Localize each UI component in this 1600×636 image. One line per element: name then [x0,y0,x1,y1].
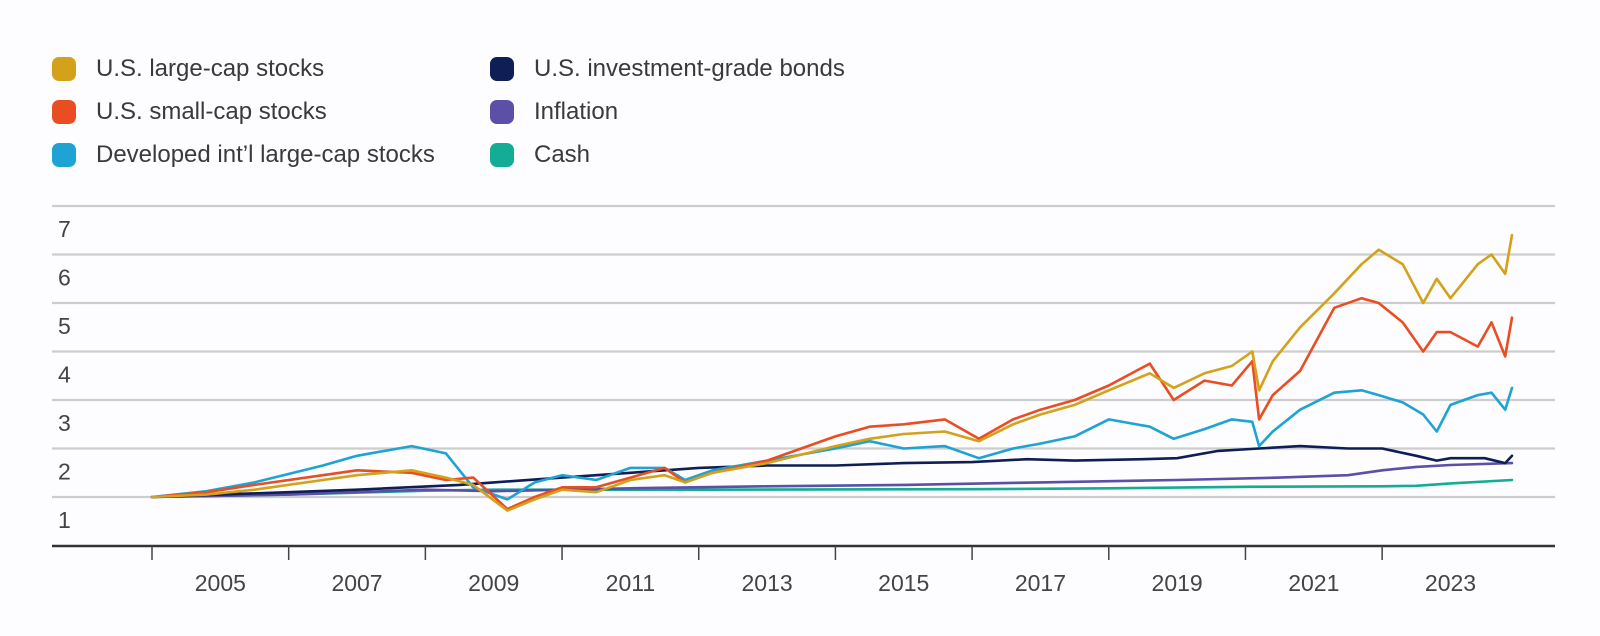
y-tick-label: 6 [58,265,71,291]
grid-lines [52,204,1555,499]
legend-label: U.S. small-cap stocks [96,98,327,125]
legend-item-bonds: U.S. investment-grade bonds [490,55,910,82]
legend-label: Inflation [534,98,619,125]
legend-label: Developed int’l large-cap stocks [96,141,435,168]
x-tick-label: 2017 [1015,570,1066,596]
x-tick-label: 2019 [1152,570,1203,596]
legend-item-cash: Cash [490,141,910,168]
y-tick-label: 2 [58,459,71,485]
legend-label: U.S. large-cap stocks [96,55,325,82]
legend-swatch [490,143,514,167]
legend-swatch [52,100,76,124]
series-line-u-s-large-cap-stocks [150,233,1514,512]
x-axis: 2005 2007 2009 2011 2013 2015 2017 2019 2021 2023 [52,544,1555,596]
y-tick-label: 3 [58,410,71,436]
y-tick-label: 5 [58,313,71,339]
legend-label: U.S. investment-grade bonds [534,55,845,82]
series-line-u-s-investment-grade-bonds [150,444,1514,499]
x-tick-label: 2005 [195,570,246,596]
legend-item-intl: Developed int’l large-cap stocks [52,141,490,168]
legend-swatch [52,143,76,167]
legend-swatch [52,57,76,81]
x-tick-label: 2013 [741,570,792,596]
y-tick-label: 4 [58,362,71,388]
series-line-u-s-small-cap-stocks [150,296,1514,511]
x-tick-label: 2023 [1425,570,1476,596]
legend-item-small-cap: U.S. small-cap stocks [52,98,490,125]
chart-legend: U.S. large-cap stocks U.S. investment-gr… [52,55,910,168]
legend-label: Cash [534,141,591,168]
y-axis: 1 2 3 4 5 6 7 [58,216,71,533]
series-line-inflation [150,461,1514,499]
x-tick-label: 2021 [1288,570,1339,596]
legend-swatch [490,57,514,81]
series-lines [150,233,1514,512]
x-tick-label: 2015 [878,570,929,596]
x-tick-label: 2007 [331,570,382,596]
y-tick-label: 1 [58,507,71,533]
legend-item-inflation: Inflation [490,98,910,125]
y-tick-label: 7 [58,216,71,242]
legend-item-large-cap: U.S. large-cap stocks [52,55,490,82]
x-tick-label: 2011 [606,570,655,596]
series-line-developed-int-l-large-cap-stocks [150,386,1514,501]
legend-swatch [490,100,514,124]
x-tick-label: 2009 [468,570,519,596]
